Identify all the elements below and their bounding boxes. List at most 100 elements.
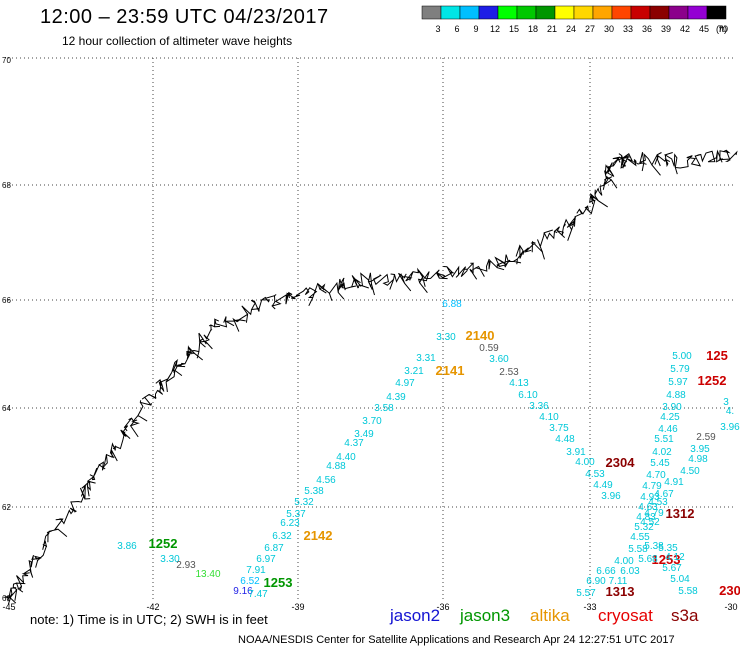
legend-label: 15 bbox=[509, 24, 519, 34]
legend-label: 33 bbox=[623, 24, 633, 34]
page-title: 12:00 – 23:59 UTC 04/23/2017 bbox=[40, 6, 329, 28]
wave-height-value: 3.36 bbox=[529, 401, 549, 412]
wave-height-value: 4.02 bbox=[652, 447, 672, 458]
wave-height-value: 4.93 bbox=[640, 492, 660, 503]
pass-time-label: 1313 bbox=[606, 584, 635, 599]
wave-height-value: 3.96 bbox=[720, 422, 740, 433]
wave-height-value: 4.67 bbox=[654, 489, 674, 500]
wave-height-value: 3.95 bbox=[690, 444, 710, 455]
greenland-coastline bbox=[4, 149, 738, 605]
wave-height-value: 6.23 bbox=[280, 518, 300, 529]
wave-height-value: 3.86 bbox=[117, 541, 137, 552]
longitude-label: -30 bbox=[724, 602, 737, 612]
latitude-label: 66 bbox=[2, 296, 11, 305]
pass-time-label: 2140 bbox=[466, 328, 495, 343]
wave-height-value: 9.16 bbox=[233, 586, 253, 597]
wave-height-value: 2.53 bbox=[499, 367, 519, 378]
footer-credit: NOAA/NESDIS Center for Satellite Applica… bbox=[238, 634, 675, 646]
pass-time-label: 1312 bbox=[666, 506, 695, 521]
wave-height-value: 3.91 bbox=[566, 447, 586, 458]
page-subtitle: 12 hour collection of altimeter wave hei… bbox=[62, 34, 293, 48]
wave-height-value: 5.58 bbox=[628, 544, 648, 555]
wave-height-value: 3.49 bbox=[354, 429, 374, 440]
mission-cryosat: cryosat bbox=[598, 606, 653, 625]
longitude-label: -36 bbox=[436, 602, 449, 612]
wave-height-value: 3.70 bbox=[362, 416, 382, 427]
wave-height-value: 5.45 bbox=[650, 458, 670, 469]
wave-height-value: 4.10 bbox=[539, 412, 559, 423]
wave-height-value: 6.97 bbox=[256, 554, 276, 565]
wave-height-value: 4.98 bbox=[688, 454, 708, 465]
wave-height-value: 2.59 bbox=[696, 432, 716, 443]
wave-height-value: 3.30 bbox=[160, 554, 180, 565]
wave-height-value: 3.96 bbox=[601, 491, 621, 502]
wave-height-value: 5.79 bbox=[670, 364, 690, 375]
wave-height-value: 5.04 bbox=[670, 574, 690, 585]
mission-jason2: jason2 bbox=[390, 606, 441, 625]
legend-label: 36 bbox=[642, 24, 652, 34]
longitude-label: -39 bbox=[291, 602, 304, 612]
wave-height-value: 4.50 bbox=[680, 466, 700, 477]
legend-label: 12 bbox=[490, 24, 500, 34]
wave-height-value: 3.90 bbox=[662, 402, 682, 413]
footer-note: note: 1) Time is in UTC; 2) SWH is in fe… bbox=[30, 612, 268, 627]
legend-unit: (ft) bbox=[716, 24, 727, 34]
wave-height-value: 4.79 bbox=[644, 508, 664, 519]
legend-label: 42 bbox=[680, 24, 690, 34]
legend-swatch bbox=[535, 5, 556, 20]
legend-label: 30 bbox=[604, 24, 614, 34]
wave-height-value: 3.31 bbox=[416, 353, 436, 364]
pass-time-label: 2142 bbox=[304, 528, 333, 543]
wave-height-value: 4.40 bbox=[336, 452, 356, 463]
wave-height-value: 5.38 bbox=[644, 541, 664, 552]
wave-height-value: 4.91 bbox=[664, 477, 684, 488]
wave-height-value: 5.57 bbox=[576, 588, 596, 599]
wave-height-value: 4.88 bbox=[326, 461, 346, 472]
wave-height-value: 4.00 bbox=[614, 556, 634, 567]
legend-swatch bbox=[497, 5, 518, 20]
legend-swatch bbox=[687, 5, 708, 20]
wave-height-value: 5.32 bbox=[634, 522, 654, 533]
legend-swatch bbox=[459, 5, 480, 20]
wave-height-value: 3.58 bbox=[374, 403, 394, 414]
wave-height-value: 4.25 bbox=[660, 412, 680, 423]
wave-height-value: 5.67 bbox=[662, 563, 682, 574]
legend-swatch bbox=[516, 5, 537, 20]
wave-height-value: 7.47 bbox=[248, 589, 268, 600]
latitude-label: 62 bbox=[2, 503, 11, 512]
wave-height-value: 2.93 bbox=[176, 560, 196, 571]
mission-altika: altika bbox=[530, 606, 570, 625]
wave-height-value: 13.40 bbox=[195, 569, 220, 580]
wave-height-value: 6.03 bbox=[620, 566, 640, 577]
wave-height-value: 4.70 bbox=[646, 470, 666, 481]
legend-label: 39 bbox=[661, 24, 671, 34]
wave-height-value: 5.37 bbox=[286, 509, 306, 520]
wave-height-value: 3.30 bbox=[436, 332, 456, 343]
wave-height-value: 6.10 bbox=[518, 390, 538, 401]
latitude-label: 64 bbox=[2, 404, 11, 413]
wave-height-value: 7.91 bbox=[246, 565, 266, 576]
wave-height-value: 4.46 bbox=[658, 424, 678, 435]
wave-height-value: 4.00 bbox=[575, 457, 595, 468]
wave-height-value: 5.38 bbox=[304, 486, 324, 497]
legend-label: 45 bbox=[699, 24, 709, 34]
wave-height-value: 7.11 bbox=[609, 576, 628, 587]
legend-label: 21 bbox=[547, 24, 557, 34]
mission-jason3: jason3 bbox=[460, 606, 511, 625]
wave-height-value: 6.66 bbox=[596, 566, 616, 577]
pass-time-label: 1252 bbox=[698, 373, 727, 388]
pass-time-label: 1253 bbox=[652, 552, 681, 567]
pass-time-label: 1253 bbox=[264, 575, 293, 590]
wave-height-value: 4.88 bbox=[666, 390, 686, 401]
pass-time-label: 230 bbox=[719, 583, 740, 598]
legend-swatch bbox=[592, 5, 613, 20]
legend-label: 6 bbox=[454, 24, 459, 34]
wave-height-value: 5.68 bbox=[638, 554, 658, 565]
legend-swatch bbox=[706, 5, 727, 20]
wave-height-value: 4.48 bbox=[555, 434, 575, 445]
latitude-label: 60 bbox=[2, 594, 11, 603]
wave-height-value: 4.97 bbox=[395, 378, 415, 389]
wave-height-value: 4.13 bbox=[509, 378, 529, 389]
wave-height-value: 5.32 bbox=[294, 497, 314, 508]
latitude-label: 68 bbox=[2, 181, 11, 190]
